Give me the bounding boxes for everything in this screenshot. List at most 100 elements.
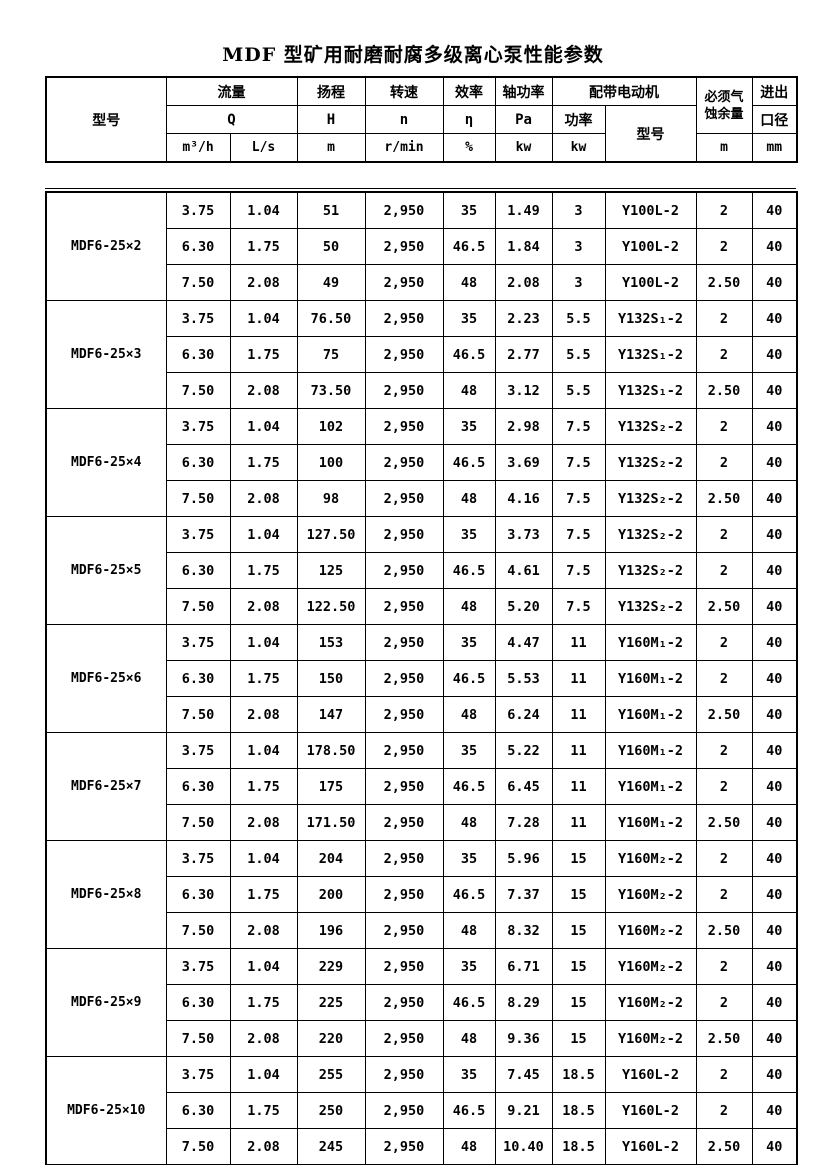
efficiency-cell: 48 [442, 264, 496, 301]
head-cell: 122.50 [296, 588, 366, 625]
head-cell: 100 [296, 444, 366, 481]
col-header-motor-model: 型号 [604, 105, 697, 163]
port-diameter-cell: 40 [751, 516, 798, 553]
port-diameter-cell: 40 [751, 948, 798, 985]
motor-power-cell: 7.5 [551, 552, 606, 589]
shaft-power-cell: 5.96 [494, 840, 553, 877]
motor-model-cell: Y160M₂-2 [604, 1020, 697, 1057]
flow-m3h-cell: 3.75 [165, 191, 231, 229]
col-header-port-line1: 进出 [751, 76, 798, 106]
flow-m3h-cell: 3.75 [165, 1056, 231, 1093]
table-row: 6.30 1.75 50 2,950 46.5 1.84 3 Y100L-2 2 40 [46, 228, 798, 265]
unit-head: m [296, 133, 366, 163]
shaft-power-cell: 3.69 [494, 444, 553, 481]
motor-model-cell: Y132S₂-2 [604, 408, 697, 445]
flow-m3h-cell: 7.50 [165, 480, 231, 517]
shaft-power-cell: 2.98 [494, 408, 553, 445]
speed-cell: 2,950 [364, 444, 444, 481]
npsh-cell: 2 [695, 1092, 753, 1129]
speed-cell: 2,950 [364, 1020, 444, 1057]
shaft-power-cell: 2.23 [494, 300, 553, 337]
motor-model-cell: Y100L-2 [604, 228, 697, 265]
col-header-npsh: 必须气 蚀余量 [695, 76, 753, 134]
flow-ls-cell: 2.08 [229, 912, 298, 949]
unit-flow-ls: L/s [229, 133, 298, 163]
speed-cell: 2,950 [364, 732, 444, 769]
col-header-shaft-power-symbol: Pa [494, 105, 553, 134]
port-diameter-cell: 40 [751, 696, 798, 733]
motor-power-cell: 11 [551, 768, 606, 805]
unit-flow-m3h: m³/h [165, 133, 231, 163]
motor-power-cell: 7.5 [551, 408, 606, 445]
col-header-motor: 配带电动机 [551, 76, 697, 106]
head-cell: 49 [296, 264, 366, 301]
motor-model-cell: Y160M₁-2 [604, 732, 697, 769]
npsh-cell: 2 [695, 768, 753, 805]
shaft-power-cell: 4.16 [494, 480, 553, 517]
flow-m3h-cell: 7.50 [165, 912, 231, 949]
motor-model-cell: Y100L-2 [604, 191, 697, 229]
pump-model-cell: MDF6-25×2 [45, 191, 167, 301]
speed-cell: 2,950 [364, 372, 444, 409]
motor-model-cell: Y132S₁-2 [604, 336, 697, 373]
col-header-motor-power: 功率 [551, 105, 606, 134]
table-row: MDF6-25×8 3.75 1.04 204 2,950 35 5.96 15 Y160M₂-… [45, 840, 798, 949]
flow-ls-cell: 1.75 [229, 228, 298, 265]
speed-cell: 2,950 [364, 948, 444, 985]
shaft-power-cell: 7.45 [494, 1056, 553, 1093]
efficiency-cell: 46.5 [442, 876, 496, 913]
col-header-model: 型号 [45, 76, 167, 163]
head-cell: 125 [296, 552, 366, 589]
port-diameter-cell: 40 [751, 588, 798, 625]
head-cell: 171.50 [296, 804, 366, 841]
col-header-shaft-power: 轴功率 [494, 76, 553, 106]
col-header-head: 扬程 [296, 76, 366, 106]
motor-power-cell: 3 [551, 191, 606, 229]
shaft-power-cell: 4.61 [494, 552, 553, 589]
efficiency-cell: 48 [442, 1128, 496, 1165]
flow-ls-cell: 1.04 [229, 840, 298, 877]
speed-cell: 2,950 [364, 1092, 444, 1129]
table-row: MDF6-25×5 3.75 1.04 127.50 2,950 35 3.73 7.5 Y13… [45, 516, 798, 625]
speed-cell: 2,950 [364, 408, 444, 445]
flow-m3h-cell: 3.75 [165, 516, 231, 553]
flow-m3h-cell: 6.30 [165, 984, 231, 1021]
header-row-2: Q H n η Pa 功率 型号 口径 [46, 105, 798, 163]
npsh-cell: 2.50 [695, 264, 753, 301]
unit-motor-power: kw [551, 133, 606, 163]
head-cell: 204 [296, 840, 366, 877]
shaft-power-cell: 7.37 [494, 876, 553, 913]
efficiency-cell: 35 [442, 948, 496, 985]
head-cell: 225 [296, 984, 366, 1021]
npsh-cell: 2 [695, 948, 753, 985]
motor-model-cell: Y132S₁-2 [604, 300, 697, 337]
motor-model-cell: Y132S₁-2 [604, 372, 697, 409]
head-cell: 175 [296, 768, 366, 805]
col-header-head-symbol: H [296, 105, 366, 134]
npsh-label-line2: 蚀余量 [704, 106, 744, 122]
col-header-port-line2: 口径 [751, 105, 798, 134]
shaft-power-cell: 2.08 [494, 264, 553, 301]
col-header-efficiency-symbol: η [442, 105, 496, 134]
pump-model-cell: MDF6-25×3 [45, 300, 167, 409]
flow-m3h-cell: 3.75 [165, 408, 231, 445]
motor-power-cell: 5.5 [551, 300, 606, 337]
motor-power-cell: 7.5 [551, 516, 606, 553]
speed-cell: 2,950 [364, 191, 444, 229]
table-row: MDF6-25×3 3.75 1.04 76.50 2,950 35 2.23 5.5 Y132… [45, 300, 798, 409]
efficiency-cell: 35 [442, 840, 496, 877]
npsh-cell: 2.50 [695, 912, 753, 949]
unit-port-diameter: mm [751, 133, 798, 163]
flow-m3h-cell: 7.50 [165, 696, 231, 733]
npsh-cell: 2 [695, 624, 753, 661]
motor-model-cell: Y160L-2 [604, 1056, 697, 1093]
motor-power-cell: 18.5 [551, 1092, 606, 1129]
speed-cell: 2,950 [364, 840, 444, 877]
head-cell: 76.50 [296, 300, 366, 337]
motor-power-cell: 11 [551, 660, 606, 697]
flow-m3h-cell: 6.30 [165, 1092, 231, 1129]
table-row: 6.30 1.75 175 2,950 46.5 6.45 11 Y160M₁-2 2 40 [46, 768, 798, 805]
speed-cell: 2,950 [364, 552, 444, 589]
motor-model-cell: Y160L-2 [604, 1092, 697, 1129]
